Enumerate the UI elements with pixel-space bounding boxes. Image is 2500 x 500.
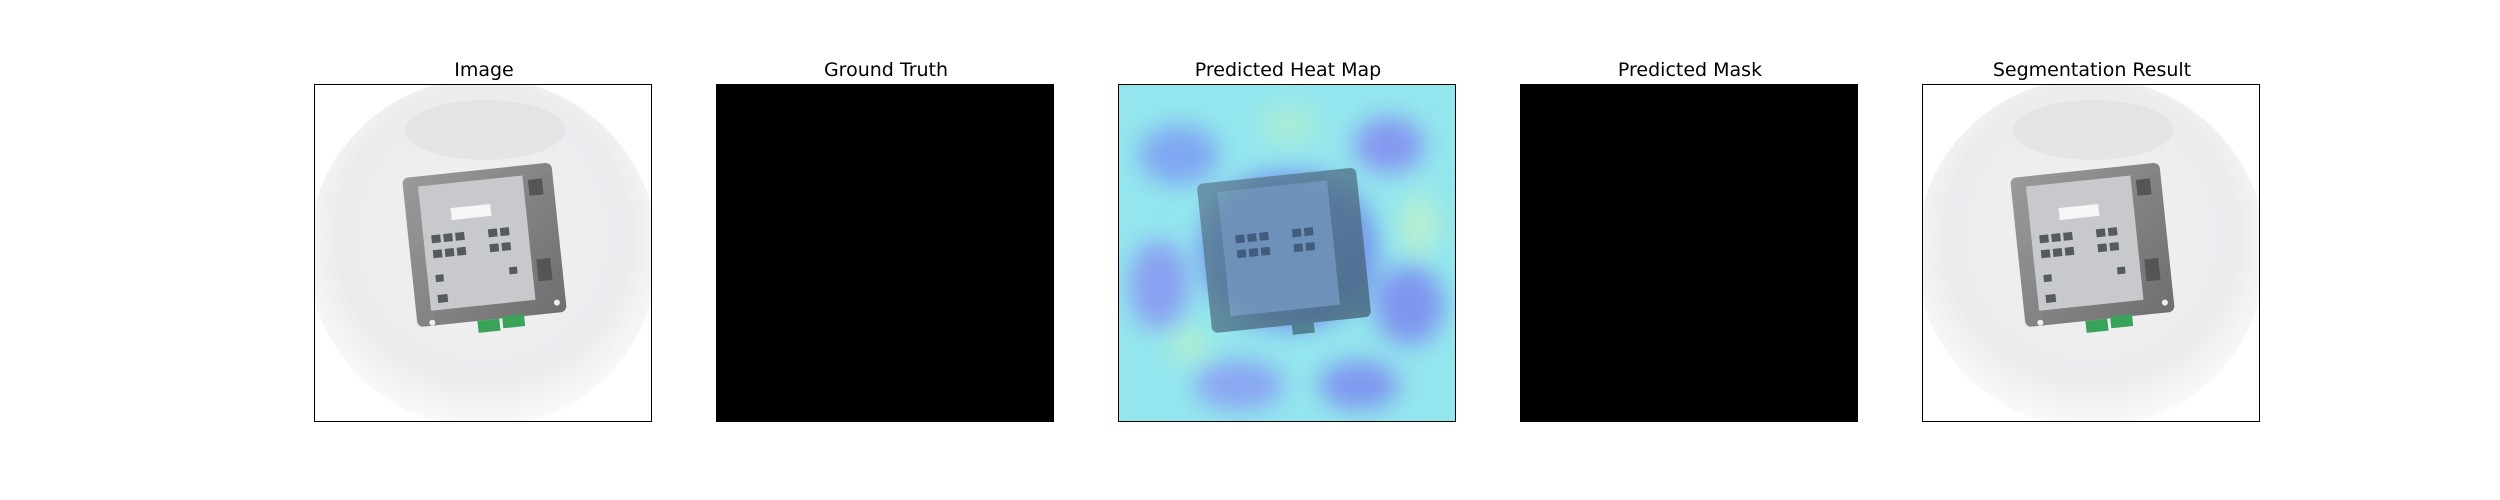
segmentation-result-image	[1923, 85, 2259, 421]
panel-title-predicted-mask: Predicted Mask	[1617, 59, 1763, 81]
panel-title-ground-truth: Ground Truth	[823, 59, 949, 81]
panel-heatmap: Predicted Heat Map	[1118, 0, 1458, 500]
ground-truth-mask	[717, 85, 1053, 421]
panel-title-heatmap: Predicted Heat Map	[1194, 59, 1382, 81]
image-frame	[314, 84, 652, 422]
panel-image: Image	[314, 0, 654, 500]
predicted-mask	[1521, 85, 1857, 421]
panel-title-image: Image	[454, 59, 514, 81]
panel-predicted-mask: Predicted Mask	[1520, 0, 1860, 500]
panel-ground-truth: Ground Truth	[716, 0, 1056, 500]
panel-segmentation-result: Segmentation Result	[1922, 0, 2262, 500]
predicted-mask-frame	[1520, 84, 1858, 422]
ground-truth-frame	[716, 84, 1054, 422]
device-photo-image	[315, 85, 651, 421]
segmentation-result-frame	[1922, 84, 2260, 422]
panel-title-segmentation-result: Segmentation Result	[1992, 59, 2192, 81]
heatmap-overlay-image	[1119, 85, 1455, 421]
heatmap-frame	[1118, 84, 1456, 422]
